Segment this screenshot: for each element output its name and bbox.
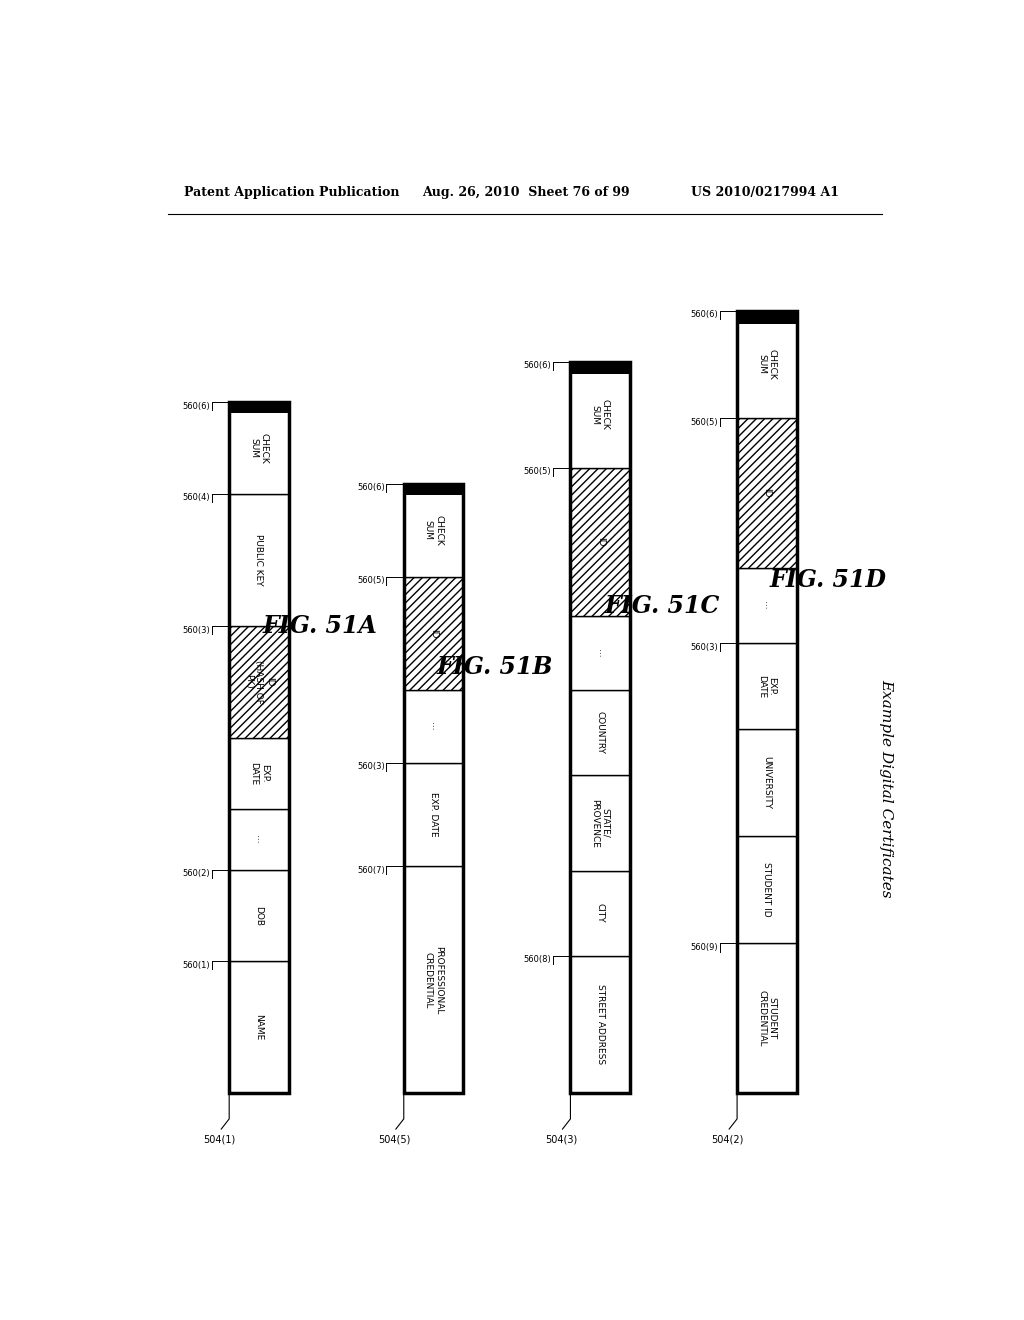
Text: 560(8): 560(8): [523, 956, 551, 964]
Text: ...: ...: [429, 722, 438, 731]
Bar: [570, 956, 630, 1093]
Bar: [229, 403, 289, 494]
Text: NAME: NAME: [254, 1014, 263, 1040]
Text: 504(3): 504(3): [545, 1134, 578, 1144]
Text: STUDENT ID: STUDENT ID: [762, 862, 771, 917]
Bar: [570, 690, 630, 775]
Text: EXP. DATE: EXP. DATE: [429, 792, 438, 837]
Text: ...: ...: [254, 836, 263, 843]
Bar: [229, 809, 289, 870]
Text: 504(5): 504(5): [378, 1134, 411, 1144]
Bar: [229, 626, 289, 738]
Text: 560(2): 560(2): [182, 870, 210, 878]
Text: STATE/
PROVENCE: STATE/ PROVENCE: [591, 799, 610, 847]
Bar: [229, 403, 289, 1093]
Bar: [570, 362, 630, 1093]
Text: 560(3): 560(3): [690, 643, 718, 652]
Text: FIG. 51A: FIG. 51A: [263, 614, 378, 638]
Bar: [737, 418, 797, 568]
Text: ...: ...: [596, 649, 605, 657]
Text: FIG. 51B: FIG. 51B: [437, 655, 553, 678]
Text: STUDENT
CREDENTIAL: STUDENT CREDENTIAL: [757, 990, 776, 1047]
Bar: [570, 871, 630, 956]
Bar: [737, 729, 797, 836]
Bar: [737, 312, 797, 1093]
Bar: [737, 312, 797, 418]
Text: ID: ID: [429, 628, 438, 639]
Text: FIG. 51C: FIG. 51C: [604, 594, 719, 618]
Bar: [403, 483, 463, 577]
Text: EXP.
DATE: EXP. DATE: [757, 675, 776, 698]
Text: STREET ADDRESS: STREET ADDRESS: [596, 985, 605, 1065]
Bar: [737, 643, 797, 729]
Text: UNIVERSITY: UNIVERSITY: [762, 756, 771, 809]
Text: 560(6): 560(6): [690, 310, 718, 319]
Text: 560(3): 560(3): [182, 626, 210, 635]
Text: Aug. 26, 2010  Sheet 76 of 99: Aug. 26, 2010 Sheet 76 of 99: [422, 186, 630, 199]
Bar: [229, 403, 289, 413]
Text: PROFESSIONAL
CREDENTIAL: PROFESSIONAL CREDENTIAL: [424, 945, 443, 1014]
Bar: [570, 467, 630, 616]
Bar: [403, 577, 463, 690]
Bar: [570, 616, 630, 690]
Text: COUNTRY: COUNTRY: [596, 711, 605, 754]
Text: 560(4): 560(4): [182, 494, 210, 503]
Text: 560(5): 560(5): [523, 467, 551, 477]
Text: ID: ID: [762, 488, 771, 498]
Text: 560(6): 560(6): [357, 483, 385, 492]
Text: 504(1): 504(1): [204, 1134, 236, 1144]
Bar: [403, 763, 463, 866]
Text: FIG. 51D: FIG. 51D: [770, 568, 887, 593]
Text: CHECK
SUM: CHECK SUM: [757, 348, 776, 380]
Bar: [229, 961, 289, 1093]
Text: CHECK
SUM: CHECK SUM: [591, 400, 610, 430]
Text: CITY: CITY: [596, 903, 605, 923]
Bar: [403, 483, 463, 495]
Bar: [737, 836, 797, 944]
Bar: [403, 483, 463, 1093]
Text: 560(6): 560(6): [523, 362, 551, 370]
Bar: [229, 494, 289, 626]
Text: 560(9): 560(9): [690, 942, 718, 952]
Text: EXP.
DATE: EXP. DATE: [249, 762, 268, 785]
Text: ID
(HASH OF
PK): ID (HASH OF PK): [244, 660, 273, 704]
Text: CHECK
SUM: CHECK SUM: [249, 433, 268, 463]
Text: Example Digital Certificates: Example Digital Certificates: [879, 680, 893, 898]
Text: ...: ...: [762, 602, 771, 610]
Bar: [570, 362, 630, 467]
Bar: [737, 312, 797, 323]
Bar: [229, 738, 289, 809]
Text: 560(6): 560(6): [182, 401, 210, 411]
Text: 504(2): 504(2): [712, 1134, 743, 1144]
Text: PUBLIC KEY: PUBLIC KEY: [254, 535, 263, 586]
Text: 560(7): 560(7): [357, 866, 385, 875]
Bar: [737, 944, 797, 1093]
Bar: [570, 775, 630, 871]
Bar: [403, 866, 463, 1093]
Text: US 2010/0217994 A1: US 2010/0217994 A1: [691, 186, 840, 199]
Text: CHECK
SUM: CHECK SUM: [424, 515, 443, 545]
Text: 560(5): 560(5): [357, 577, 385, 585]
Text: 560(3): 560(3): [357, 762, 385, 771]
Bar: [229, 870, 289, 961]
Bar: [403, 690, 463, 763]
Bar: [570, 362, 630, 375]
Bar: [737, 568, 797, 643]
Text: 560(5): 560(5): [690, 417, 718, 426]
Text: DOB: DOB: [254, 906, 263, 925]
Text: 560(1): 560(1): [182, 961, 210, 970]
Text: Patent Application Publication: Patent Application Publication: [183, 186, 399, 199]
Text: ID: ID: [596, 537, 605, 546]
